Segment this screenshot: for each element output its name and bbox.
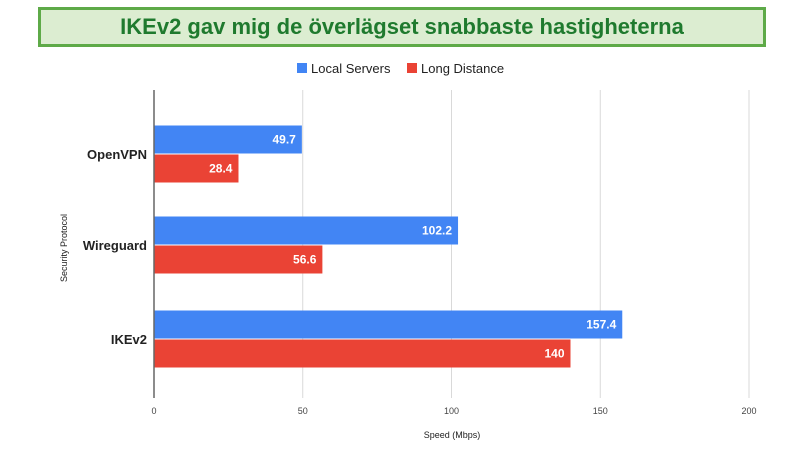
category-label: Wireguard [83, 238, 147, 253]
bar-data-label: 28.4 [209, 162, 233, 176]
legend-label: Local Servers [311, 61, 391, 76]
axes: 0 50 100 150 200 OpenVPN Wireguard IKEv2 Speed (… [59, 90, 757, 440]
x-tick-label: 100 [444, 406, 459, 416]
bar-local-servers [154, 125, 302, 154]
x-axis-title: Speed (Mbps) [424, 430, 481, 440]
legend-label: Long Distance [421, 61, 504, 76]
bar-long-distance [154, 245, 323, 274]
x-tick-label: 50 [298, 406, 308, 416]
x-tick-label: 0 [151, 406, 156, 416]
legend-swatch [407, 63, 417, 73]
bar-long-distance [154, 339, 571, 368]
category-label: OpenVPN [87, 147, 147, 162]
bar-data-label: 157.4 [586, 318, 616, 332]
bar-data-label: 49.7 [272, 133, 296, 147]
legend: Local Servers Long Distance [297, 61, 504, 76]
x-tick-label: 150 [593, 406, 608, 416]
category-label: IKEv2 [111, 332, 147, 347]
bar-long-distance [154, 154, 239, 183]
chart-title-banner: IKEv2 gav mig de överlägset snabbaste ha… [38, 7, 766, 47]
bar-data-label: 56.6 [293, 253, 317, 267]
y-axis-title: Security Protocol [59, 214, 69, 282]
bar-local-servers [154, 216, 459, 245]
legend-swatch [297, 63, 307, 73]
bar-data-label: 102.2 [422, 224, 452, 238]
bars: 49.7 28.4 102.2 56.6 157.4 140 [154, 125, 623, 368]
bar-local-servers [154, 310, 623, 339]
x-tick-label: 200 [741, 406, 756, 416]
bar-data-label: 140 [544, 347, 564, 361]
chart-title: IKEv2 gav mig de överlägset snabbaste ha… [120, 14, 684, 39]
